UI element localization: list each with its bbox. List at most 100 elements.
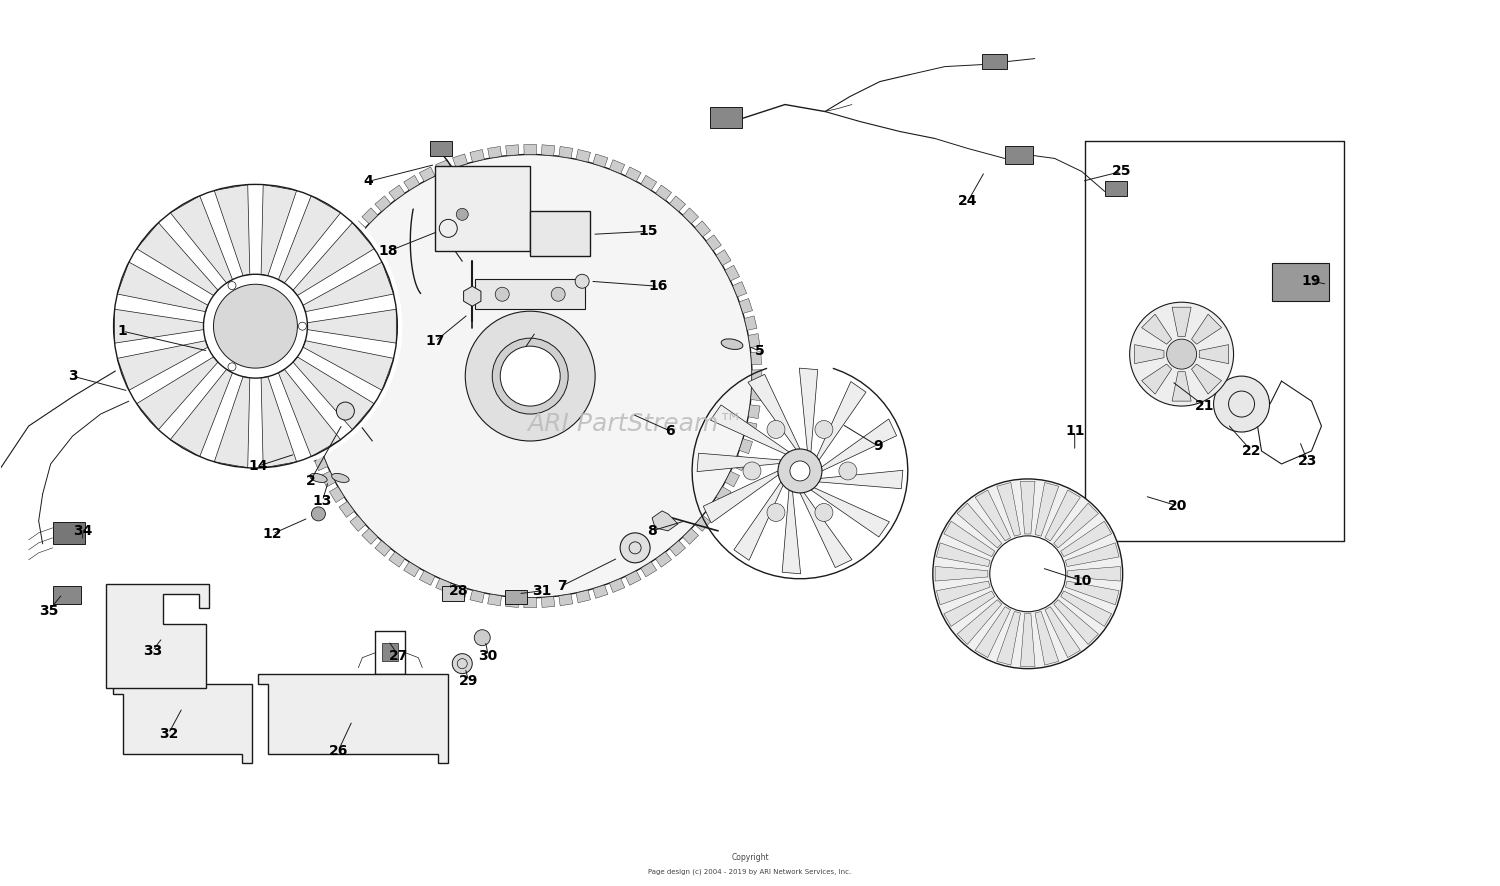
Polygon shape <box>292 357 375 430</box>
Polygon shape <box>732 455 747 470</box>
Circle shape <box>495 287 508 301</box>
Polygon shape <box>308 309 396 343</box>
Polygon shape <box>300 334 312 347</box>
Polygon shape <box>724 265 740 281</box>
Polygon shape <box>934 566 988 581</box>
Circle shape <box>465 311 596 441</box>
Polygon shape <box>592 585 608 598</box>
Polygon shape <box>716 486 730 502</box>
Polygon shape <box>303 341 393 390</box>
Polygon shape <box>136 222 218 296</box>
Bar <box>710 106 742 128</box>
Polygon shape <box>453 585 468 598</box>
Polygon shape <box>404 175 420 190</box>
Polygon shape <box>704 471 779 523</box>
Polygon shape <box>816 382 866 460</box>
Polygon shape <box>435 159 451 174</box>
Text: 7: 7 <box>558 579 567 593</box>
Polygon shape <box>669 196 686 212</box>
Polygon shape <box>330 250 345 266</box>
Polygon shape <box>944 591 994 626</box>
Circle shape <box>474 630 490 646</box>
Circle shape <box>108 179 402 473</box>
Polygon shape <box>524 598 537 608</box>
Text: 6: 6 <box>666 424 675 438</box>
Text: 29: 29 <box>459 673 478 688</box>
Text: 25: 25 <box>1112 165 1131 178</box>
Text: 33: 33 <box>142 643 162 657</box>
Bar <box>442 586 465 601</box>
Polygon shape <box>812 487 889 537</box>
Text: 18: 18 <box>378 245 398 259</box>
Ellipse shape <box>309 473 327 483</box>
Polygon shape <box>560 594 573 606</box>
Bar <box>506 590 526 603</box>
Circle shape <box>1214 376 1269 432</box>
Circle shape <box>742 462 760 480</box>
Polygon shape <box>258 673 448 764</box>
Polygon shape <box>542 596 555 608</box>
Polygon shape <box>744 422 758 436</box>
Text: 27: 27 <box>388 649 408 663</box>
Polygon shape <box>404 562 420 577</box>
Polygon shape <box>117 341 208 390</box>
Polygon shape <box>706 501 722 517</box>
Circle shape <box>933 479 1122 669</box>
Text: 5: 5 <box>754 344 765 358</box>
Text: 1: 1 <box>117 324 128 338</box>
Polygon shape <box>609 159 625 174</box>
Polygon shape <box>112 684 252 764</box>
Polygon shape <box>716 250 730 266</box>
Polygon shape <box>576 150 591 162</box>
Circle shape <box>766 421 784 439</box>
Polygon shape <box>314 455 327 470</box>
Text: 34: 34 <box>74 524 93 538</box>
Text: 17: 17 <box>426 334 445 348</box>
Circle shape <box>790 461 810 481</box>
Polygon shape <box>957 503 1002 548</box>
Polygon shape <box>944 521 994 556</box>
Text: 19: 19 <box>1302 275 1322 288</box>
Polygon shape <box>1060 521 1112 556</box>
Text: 3: 3 <box>68 369 78 383</box>
Polygon shape <box>375 196 392 212</box>
Polygon shape <box>706 235 722 251</box>
Polygon shape <box>298 387 309 400</box>
Polygon shape <box>698 454 782 471</box>
Polygon shape <box>362 208 378 224</box>
Polygon shape <box>1046 490 1080 540</box>
Circle shape <box>453 654 472 673</box>
Polygon shape <box>1134 345 1164 363</box>
Bar <box>430 142 453 157</box>
Polygon shape <box>300 405 312 418</box>
Polygon shape <box>506 144 519 156</box>
Text: 31: 31 <box>532 584 552 598</box>
Polygon shape <box>752 387 762 400</box>
Text: 4: 4 <box>363 175 374 189</box>
Text: 22: 22 <box>1242 444 1262 458</box>
Polygon shape <box>740 439 753 454</box>
Polygon shape <box>279 196 340 283</box>
Polygon shape <box>936 543 990 566</box>
Circle shape <box>815 503 833 522</box>
Polygon shape <box>470 590 484 602</box>
Polygon shape <box>1035 483 1059 536</box>
Text: 12: 12 <box>262 527 282 540</box>
Polygon shape <box>506 596 519 608</box>
Text: 26: 26 <box>328 743 348 758</box>
Circle shape <box>620 532 650 563</box>
Polygon shape <box>1142 364 1172 394</box>
Ellipse shape <box>722 338 742 349</box>
Text: 11: 11 <box>1065 424 1084 438</box>
Polygon shape <box>470 150 484 162</box>
Text: Copyright: Copyright <box>730 853 770 862</box>
Polygon shape <box>420 571 435 586</box>
Polygon shape <box>626 167 640 182</box>
Bar <box>53 586 81 603</box>
Polygon shape <box>1020 614 1035 666</box>
Polygon shape <box>308 299 321 314</box>
Polygon shape <box>694 221 711 237</box>
Polygon shape <box>292 222 375 296</box>
Polygon shape <box>640 175 657 190</box>
Text: 23: 23 <box>1298 454 1317 468</box>
